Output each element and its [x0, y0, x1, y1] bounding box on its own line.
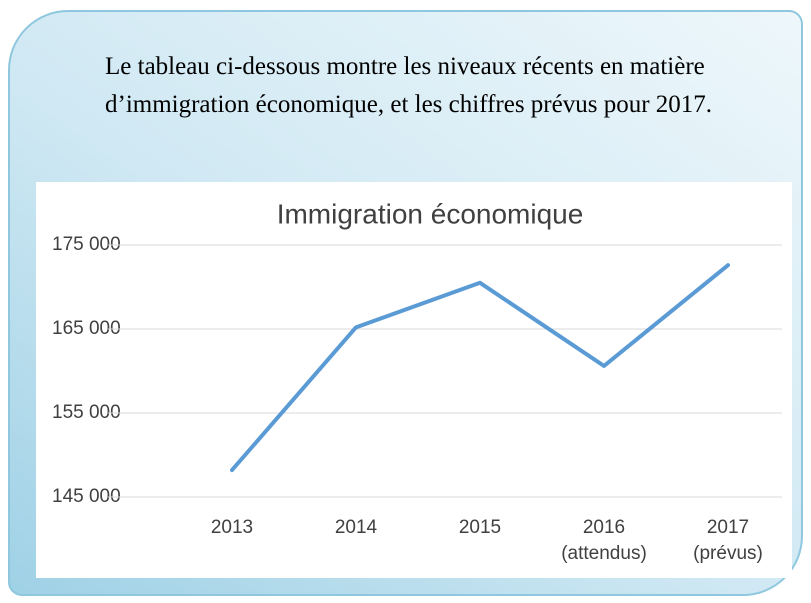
x-tick-label: 2015: [458, 517, 502, 538]
y-tick-label: 175 000: [52, 234, 121, 255]
x-tick-label: 2013: [210, 517, 254, 538]
chart-panel: [36, 182, 792, 578]
x-tick-label: 2014: [334, 517, 378, 538]
line: [230, 263, 730, 473]
y-tick-label: 145 000: [52, 486, 121, 507]
y-tick-label: 155 000: [52, 402, 121, 423]
intro-text: Le tableau ci-dessous montre les niveaux…: [105, 53, 713, 118]
y-tick-label: 165 000: [52, 318, 121, 339]
chart-title: Immigration économique: [277, 198, 584, 229]
x-tick-label: 2016 (attendus): [561, 517, 647, 564]
x-tick-label: 2017 (prévus): [693, 517, 763, 564]
